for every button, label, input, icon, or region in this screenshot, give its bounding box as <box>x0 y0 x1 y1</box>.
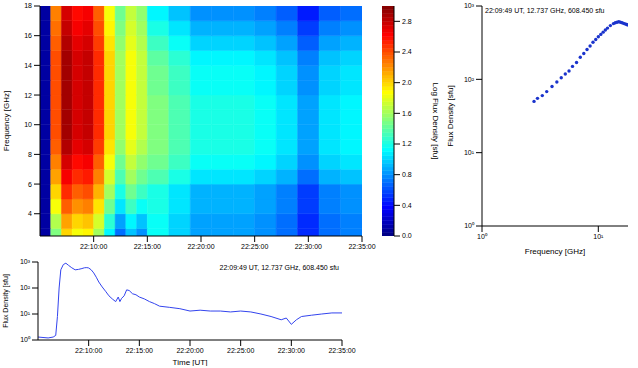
svg-text:10⁰: 10⁰ <box>464 222 475 229</box>
svg-text:10³: 10³ <box>20 258 31 265</box>
svg-text:1.6: 1.6 <box>402 110 412 117</box>
svg-text:10²: 10² <box>20 284 31 291</box>
svg-text:22:20:00: 22:20:00 <box>176 347 203 354</box>
svg-text:10⁰: 10⁰ <box>477 233 488 240</box>
svg-text:16: 16 <box>24 32 32 39</box>
svg-text:Log Flux Density [sfu]: Log Flux Density [sfu] <box>431 83 440 160</box>
svg-text:10¹: 10¹ <box>464 149 475 156</box>
svg-text:8: 8 <box>28 151 32 158</box>
svg-text:0.4: 0.4 <box>402 202 412 209</box>
svg-text:22:30:00: 22:30:00 <box>278 347 305 354</box>
svg-text:10⁰: 10⁰ <box>20 336 31 343</box>
svg-text:12: 12 <box>24 92 32 99</box>
svg-text:22:20:00: 22:20:00 <box>187 243 214 250</box>
svg-text:22:35:00: 22:35:00 <box>348 243 375 250</box>
svg-text:10¹: 10¹ <box>20 310 31 317</box>
svg-text:2.8: 2.8 <box>402 18 412 25</box>
svg-text:Flux Density [sfu]: Flux Density [sfu] <box>446 85 455 146</box>
html-text:22:09:49 UT, 12.737 GHz, 608.4: 22:09:49 UT, 12.737 GHz, 608.450 sfu <box>485 7 605 14</box>
svg-text:22:15:00: 22:15:00 <box>134 243 161 250</box>
svg-text:Frequency [GHz]: Frequency [GHz] <box>525 247 585 256</box>
svg-text:10²: 10² <box>464 76 475 83</box>
svg-text:10: 10 <box>24 121 32 128</box>
svg-text:22:15:00: 22:15:00 <box>126 347 153 354</box>
svg-text:22:10:00: 22:10:00 <box>80 243 107 250</box>
svg-text:22:25:00: 22:25:00 <box>227 347 254 354</box>
svg-text:22:30:00: 22:30:00 <box>295 243 322 250</box>
html-text:22:09:49 UT, 12.737 GHz, 608.4: 22:09:49 UT, 12.737 GHz, 608.450 sfu <box>219 264 339 271</box>
svg-text:22:25:00: 22:25:00 <box>241 243 268 250</box>
svg-text:0.0: 0.0 <box>402 232 412 239</box>
svg-text:22:10:00: 22:10:00 <box>75 347 102 354</box>
svg-text:22:35:00: 22:35:00 <box>328 347 355 354</box>
svg-text:6: 6 <box>28 181 32 188</box>
svg-text:4: 4 <box>28 210 32 217</box>
svg-text:18: 18 <box>24 2 32 9</box>
svg-text:10¹: 10¹ <box>593 233 604 240</box>
svg-text:14: 14 <box>24 62 32 69</box>
svg-text:Time [UT]: Time [UT] <box>173 358 208 366</box>
svg-text:Frequency [GHz]: Frequency [GHz] <box>2 91 11 151</box>
svg-text:10³: 10³ <box>464 2 475 9</box>
svg-text:2.4: 2.4 <box>402 48 412 55</box>
svg-text:2.0: 2.0 <box>402 79 412 86</box>
svg-text:0.8: 0.8 <box>402 171 412 178</box>
svg-text:1.2: 1.2 <box>402 140 412 147</box>
svg-text:Flux Density [sfu]: Flux Density [sfu] <box>2 274 10 328</box>
